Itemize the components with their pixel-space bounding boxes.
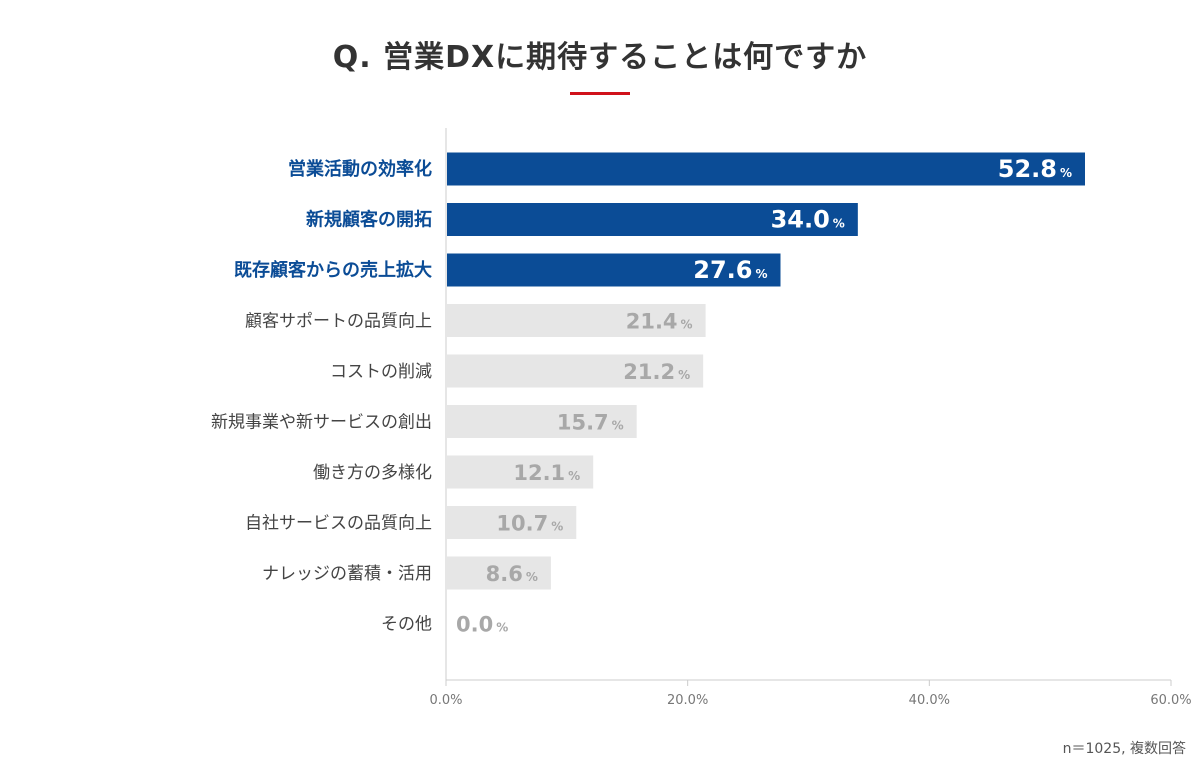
value-percent-sign: % (1060, 166, 1072, 180)
bar (447, 455, 594, 489)
category-label: 既存顧客からの売上拡大 (234, 259, 432, 281)
bar (447, 354, 704, 388)
value-label: 0.0% (456, 613, 508, 637)
value-number: 34.0 (771, 206, 830, 234)
value-number: 21.4 (626, 310, 678, 334)
title-accent-rule (570, 92, 630, 95)
value-percent-sign: % (551, 520, 563, 534)
category-label: 自社サービスの品質向上 (245, 514, 432, 534)
x-tick-label: 60.0% (1150, 693, 1191, 708)
category-label: 営業活動の効率化 (288, 158, 432, 180)
value-number: 0.0 (456, 613, 493, 637)
bar (447, 253, 781, 287)
sample-note: n＝1025, 複数回答 (1062, 741, 1186, 757)
value-percent-sign: % (526, 570, 538, 584)
category-label: その他 (381, 615, 432, 635)
value-number: 15.7 (557, 411, 609, 435)
value-number: 21.2 (623, 360, 675, 384)
value-label: 52.8% (998, 155, 1072, 183)
value-label: 21.4% (626, 310, 693, 334)
bar (447, 556, 551, 590)
value-label: 15.7% (557, 411, 624, 435)
value-percent-sign: % (568, 469, 580, 483)
value-number: 27.6 (693, 256, 752, 284)
value-percent-sign: % (681, 318, 693, 332)
value-number: 8.6 (486, 562, 523, 586)
value-label: 8.6% (486, 562, 538, 586)
category-label: 働き方の多様化 (313, 463, 432, 483)
value-label: 27.6% (693, 256, 767, 284)
category-label: コストの削減 (330, 362, 432, 382)
value-label: 10.7% (496, 512, 563, 536)
value-label: 21.2% (623, 360, 690, 384)
bar (447, 405, 637, 438)
value-percent-sign: % (612, 419, 624, 433)
x-tick-label: 40.0% (909, 693, 950, 708)
x-tick-label: 0.0% (429, 693, 462, 708)
value-percent-sign: % (755, 267, 767, 281)
value-percent-sign: % (678, 368, 690, 382)
bar (447, 152, 1085, 186)
category-label: 新規顧客の開拓 (306, 209, 432, 231)
bar (447, 203, 858, 236)
value-percent-sign: % (496, 621, 508, 635)
category-label: ナレッジの蓄積・活用 (262, 564, 432, 584)
chart-title: Q. 営業DXに期待することは何ですか (332, 40, 868, 75)
x-tick-label: 20.0% (667, 693, 708, 708)
value-label: 12.1% (513, 461, 580, 485)
value-number: 12.1 (513, 461, 565, 485)
category-label: 顧客サポートの品質向上 (245, 312, 432, 332)
value-number: 10.7 (496, 512, 548, 536)
bar (447, 304, 706, 337)
value-label: 34.0% (771, 206, 845, 234)
category-label: 新規事業や新サービスの創出 (211, 413, 432, 433)
value-number: 52.8 (998, 155, 1057, 183)
bar (447, 506, 577, 539)
value-percent-sign: % (833, 217, 845, 231)
